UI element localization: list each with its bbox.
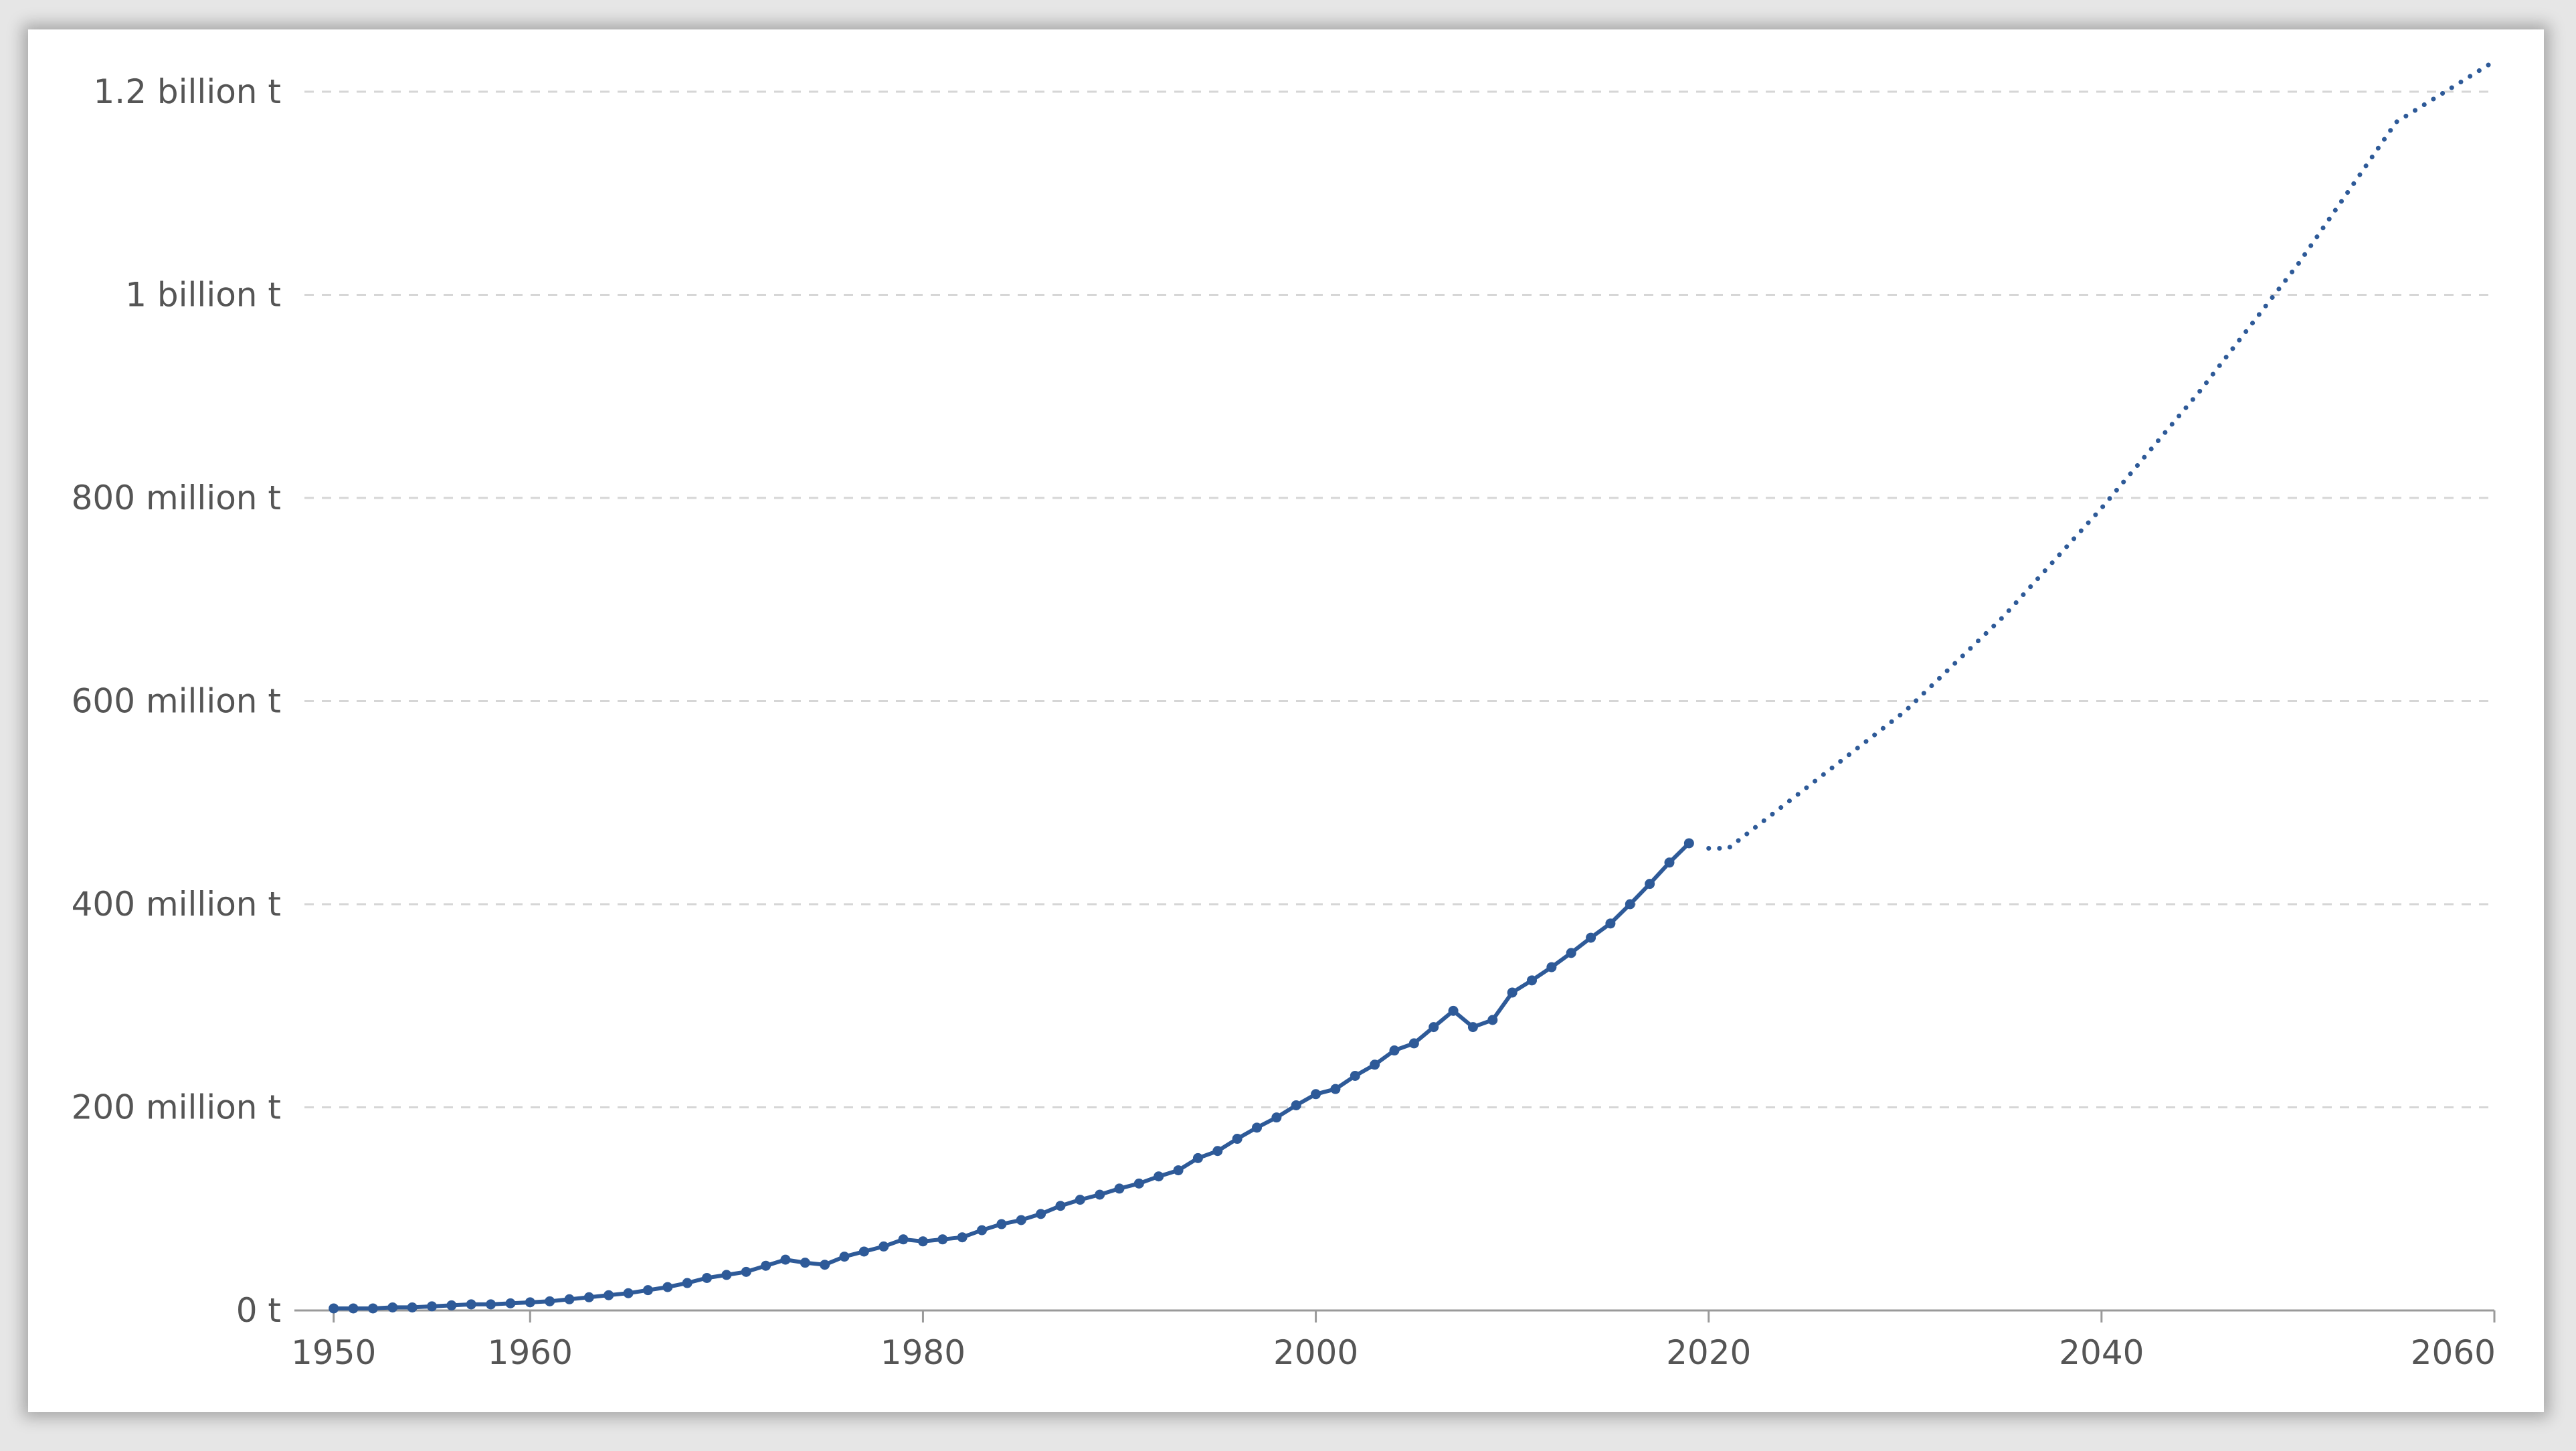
data-point [1625, 899, 1635, 910]
data-point [1016, 1215, 1026, 1225]
chart-card [28, 29, 2544, 1412]
data-point [898, 1234, 909, 1245]
data-point [1232, 1134, 1243, 1144]
data-point [564, 1294, 575, 1304]
data-point [702, 1272, 712, 1283]
data-point [1330, 1084, 1341, 1094]
data-point [937, 1234, 948, 1245]
data-point [1154, 1171, 1164, 1182]
data-point [466, 1299, 476, 1310]
data-point [957, 1232, 968, 1243]
x-tick-label: 1980 [881, 1333, 965, 1372]
data-point [1095, 1189, 1105, 1200]
data-point [858, 1246, 869, 1257]
data-point [839, 1252, 850, 1262]
x-tick-label: 2040 [2059, 1333, 2144, 1372]
data-point [1546, 962, 1557, 972]
data-point [1271, 1112, 1282, 1123]
x-axis: 1950 1960 1980 2000 2020 2040 2060 [291, 1309, 2496, 1372]
historical-line [331, 841, 1691, 1310]
data-point [525, 1297, 535, 1308]
data-point [662, 1282, 673, 1292]
y-tick-label: 1.2 billion t [94, 72, 282, 111]
series-lines [329, 59, 2497, 1314]
data-point [446, 1300, 457, 1310]
x-tick-label: 2020 [1666, 1333, 1751, 1372]
data-point [917, 1236, 928, 1247]
x-tick-label: 1960 [488, 1333, 573, 1372]
data-point [1683, 838, 1694, 849]
data-point [1664, 857, 1675, 868]
data-point [329, 1303, 339, 1314]
x-tick-label: 2000 [1273, 1333, 1358, 1372]
data-point [1036, 1209, 1046, 1219]
data-point [545, 1296, 555, 1306]
data-point [1212, 1146, 1223, 1157]
data-point [427, 1301, 437, 1312]
data-point [1252, 1122, 1262, 1133]
data-point [800, 1258, 810, 1268]
data-point [1291, 1100, 1301, 1110]
data-point [407, 1302, 418, 1312]
data-point [486, 1299, 496, 1310]
data-point [505, 1298, 516, 1308]
data-point [761, 1260, 771, 1271]
gridlines [304, 90, 2490, 1108]
data-point [1527, 975, 1537, 986]
y-tick-label: 200 million t [72, 1088, 281, 1127]
data-point [367, 1303, 378, 1314]
data-point [682, 1278, 693, 1288]
y-tick-label: 800 million t [72, 479, 281, 517]
data-point [1429, 1022, 1439, 1033]
data-point [1055, 1201, 1066, 1211]
projection-line [1706, 59, 2497, 851]
data-point [348, 1303, 359, 1314]
data-point [1114, 1183, 1125, 1194]
data-point [1605, 918, 1616, 929]
x-tick-label: 1950 [291, 1333, 376, 1372]
data-point [879, 1241, 889, 1252]
data-point [721, 1270, 732, 1280]
data-point [1370, 1059, 1380, 1070]
data-point [1389, 1045, 1400, 1056]
data-point [1507, 987, 1517, 998]
data-point [1173, 1165, 1184, 1176]
y-tick-label: 0 t [236, 1291, 281, 1330]
data-point [1192, 1153, 1203, 1163]
data-point [741, 1266, 751, 1277]
data-point [820, 1260, 830, 1270]
y-axis-labels: 0 t 200 million t 400 million t 600 million… [72, 72, 281, 1330]
data-point [1350, 1070, 1360, 1081]
data-point [1408, 1038, 1419, 1049]
data-point [780, 1254, 791, 1265]
x-tick-label: 2060 [2411, 1333, 2496, 1372]
data-point [977, 1225, 987, 1235]
data-point [1133, 1178, 1144, 1189]
y-tick-label: 1 billion t [125, 276, 281, 315]
data-point [1645, 879, 1655, 889]
y-tick-label: 600 million t [72, 682, 281, 721]
data-point [1586, 932, 1596, 943]
data-point [604, 1290, 614, 1300]
data-point [387, 1302, 398, 1312]
data-point [996, 1219, 1007, 1229]
data-point [583, 1292, 594, 1302]
data-point [1075, 1195, 1085, 1205]
data-point [623, 1288, 634, 1298]
y-tick-label: 400 million t [72, 885, 281, 924]
data-point [1487, 1015, 1498, 1025]
data-point [1311, 1089, 1321, 1100]
data-point [642, 1285, 653, 1296]
data-point [1566, 948, 1576, 958]
data-point [1467, 1022, 1478, 1033]
data-point [1448, 1005, 1459, 1016]
